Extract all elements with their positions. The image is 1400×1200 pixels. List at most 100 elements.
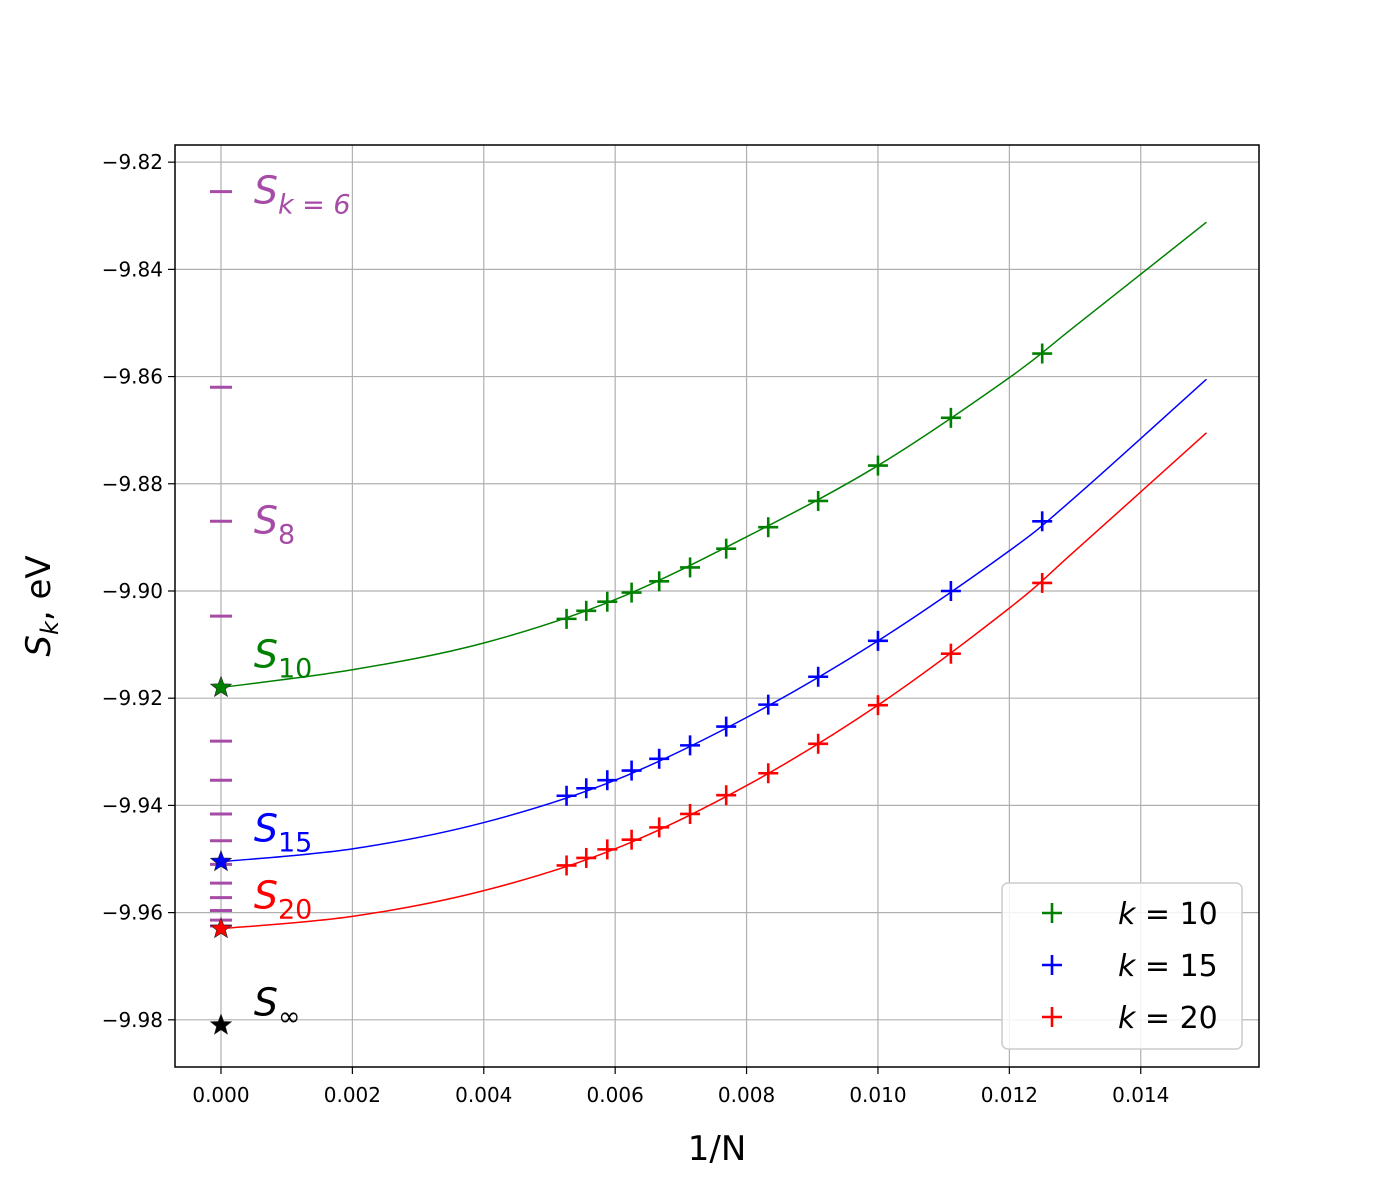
data-point-k15 [808,666,829,687]
limit-star-k10 [209,675,233,698]
annotation-main: S [254,807,278,851]
y-label-unit: , eV [19,555,59,621]
annotation-sub: 10 [278,653,312,684]
fit-curve-20 [220,432,1207,930]
legend-item-k20[interactable]: k = 20 [1042,1001,1218,1036]
limit-stars [209,675,233,1035]
fit-curve-15 [220,378,1207,863]
y-tick-label: −9.88 [102,472,163,496]
y-tick-label: −9.82 [102,150,163,174]
plot-frame [174,144,1260,1068]
x-tick-label: 0.006 [587,1083,644,1107]
legend-marker [1042,955,1062,975]
y-tick-label: −9.98 [102,1008,163,1032]
legend-k: k [1118,949,1137,984]
data-point-k10 [867,455,888,476]
data-point-k15 [621,760,642,781]
legend[interactable]: k = 10k = 15k = 20 [1001,882,1243,1050]
data-point-k20 [716,785,737,806]
x-axis-label: 1/N [688,1129,747,1169]
data-point-k20 [597,839,618,860]
annotation-label: Sk = 6 [254,169,351,221]
data-point-k20 [680,803,701,824]
y-tick-label: −9.86 [102,365,163,389]
annotation-sub: k = 6 [278,190,351,221]
data-point-k20 [940,643,961,664]
annotation-sub: 20 [278,895,312,926]
legend-item-k10[interactable]: k = 10 [1042,897,1218,932]
annotation-sub: 15 [278,828,312,859]
x-tick-label: 0.004 [455,1083,512,1107]
data-point-k10 [716,538,737,559]
data-point-k15 [758,694,779,715]
y-tick-label: −9.94 [102,793,163,817]
limit-star-k15 [209,849,233,872]
limit-star-k20 [209,916,233,939]
data-point-k20 [808,733,829,754]
legend-eq: = 15 [1135,949,1217,984]
annotation-label: S10 [254,632,312,684]
data-point-k20 [556,855,577,876]
data-point-k20 [649,817,670,838]
annotation-label: S8 [254,498,295,550]
y-tick-label: −9.92 [102,686,163,710]
data-point-k20 [621,829,642,850]
y-axis-label-text: Sk, eV [19,555,64,656]
annotation-label: S15 [254,807,312,859]
data-point-k20 [1032,572,1053,593]
annotation-main: S [254,169,278,213]
annotation-sub: ∞ [278,1002,301,1033]
legend-k: k [1118,897,1137,932]
limit-star-infinity [209,1013,233,1035]
y-tick-label: −9.84 [102,257,163,281]
data-markers [556,343,1053,876]
y-axis-label: Sk, eV [19,555,64,656]
data-point-k20 [867,695,888,716]
data-point-k10 [649,571,670,592]
data-point-k10 [940,407,961,428]
data-point-k15 [649,748,670,769]
data-point-k15 [867,630,888,651]
data-point-k15 [680,735,701,756]
data-point-k10 [576,600,597,621]
legend-eq: = 10 [1135,897,1217,932]
data-point-k10 [680,557,701,578]
legend-marker [1042,903,1062,923]
annotation-main: S [254,632,278,676]
annotation-label: S20 [254,874,312,926]
x-tick-label: 0.010 [849,1083,906,1107]
grid [175,145,1259,1067]
data-point-k15 [597,770,618,791]
y-label-main: S [19,635,59,657]
legend-box [1001,882,1243,1050]
data-point-k15 [1032,511,1053,532]
data-point-k10 [556,608,577,629]
data-point-k10 [621,582,642,603]
fit-curves [220,221,1207,930]
legend-label: k = 20 [1118,1001,1218,1036]
data-point-k10 [758,517,779,538]
annotation-label: S∞ [254,981,301,1033]
data-point-k15 [556,785,577,806]
annotation-sub: 8 [278,519,295,550]
fit-curve-10 [220,221,1207,689]
data-point-k10 [1032,343,1053,364]
annotation-main: S [254,981,278,1025]
annotation-main: S [254,498,278,542]
y-tick-label: −9.96 [102,901,163,925]
data-point-k15 [576,778,597,799]
x-tick-label: 0.002 [324,1083,381,1107]
data-point-k15 [940,580,961,601]
y-label-sub: k [36,620,64,635]
x-tick-label: 0.008 [718,1083,775,1107]
data-point-k20 [758,763,779,784]
x-tick-label: 0.012 [981,1083,1038,1107]
data-point-k10 [597,591,618,612]
data-point-k10 [808,490,829,511]
legend-item-k15[interactable]: k = 15 [1042,949,1218,984]
ticks: 0.000 0.002 0.004 0.006 0.008 0.010 0.012 0.014… [102,150,1170,1107]
data-point-k15 [716,716,737,737]
legend-k: k [1118,1001,1137,1036]
